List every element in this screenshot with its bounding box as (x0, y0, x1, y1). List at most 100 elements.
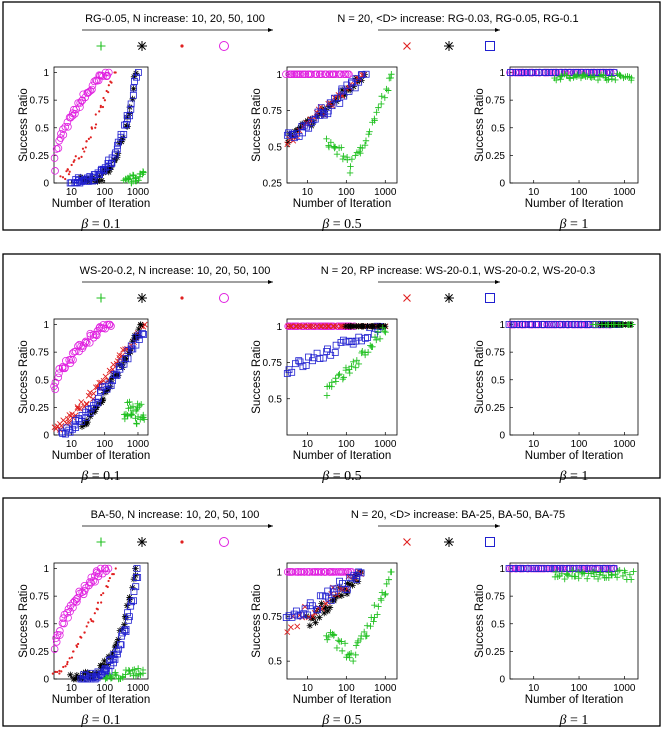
data-point (93, 612, 96, 615)
row-frame (2, 253, 661, 479)
data-point (349, 657, 357, 665)
y-tick-label: 0 (499, 431, 505, 442)
data-point (367, 622, 374, 630)
data-point (71, 650, 75, 653)
data-point (351, 84, 359, 92)
y-tick-label: 0.25 (486, 647, 506, 658)
data-point (318, 600, 325, 607)
data-point (102, 96, 105, 100)
data-point (331, 70, 340, 79)
data-point (332, 593, 339, 601)
data-point (121, 613, 129, 620)
data-point (570, 565, 578, 572)
data-point (59, 131, 68, 139)
data-point (325, 594, 333, 602)
y-axis-label: Success Ratio (18, 584, 30, 658)
right-legend-marker (485, 537, 495, 547)
data-point (558, 321, 566, 328)
data-point (118, 136, 126, 143)
data-point (70, 656, 74, 659)
beta-label: β = 0.5 (321, 469, 361, 484)
data-point (85, 392, 92, 399)
x-tick-label: 10 (528, 683, 540, 694)
data-point (108, 163, 115, 171)
data-point (71, 109, 79, 118)
data-point (297, 124, 304, 131)
left-legend-marker (219, 41, 229, 51)
data-point (338, 638, 345, 645)
data-point (294, 323, 300, 330)
data-point (324, 323, 331, 330)
data-point (352, 364, 359, 371)
data-point (115, 645, 123, 653)
data-point (284, 629, 291, 636)
data-point (379, 324, 386, 332)
y-axis-label: Success Ratio (474, 340, 486, 414)
legend-star-icon (444, 537, 454, 547)
data-point (304, 117, 311, 124)
data-point (527, 69, 535, 76)
data-point (106, 164, 113, 172)
data-point (311, 322, 320, 331)
data-point (371, 117, 378, 124)
data-point (130, 84, 138, 92)
data-point (290, 70, 299, 79)
data-point (285, 129, 292, 137)
x-tick-label: 1000 (374, 439, 397, 450)
data-point (381, 591, 389, 599)
data-point (599, 572, 607, 579)
data-point (326, 604, 334, 611)
data-point (62, 665, 65, 669)
data-point (70, 421, 78, 429)
data-point (329, 630, 336, 638)
left-legend-marker (137, 537, 147, 547)
left-legend-arrowhead (268, 280, 273, 284)
legend-plus-icon (96, 537, 106, 547)
left-legend-marker (180, 296, 184, 300)
data-point (521, 321, 529, 328)
data-point (135, 332, 142, 339)
data-point (112, 370, 120, 378)
data-point (61, 176, 65, 179)
data-point (58, 672, 61, 675)
data-point (103, 385, 111, 393)
data-series (589, 321, 636, 328)
data-point (336, 99, 344, 107)
data-point (130, 77, 138, 85)
right-legend-marker (444, 41, 454, 51)
data-point (567, 321, 575, 328)
data-point (341, 585, 349, 593)
data-point (112, 572, 115, 576)
data-point (97, 388, 104, 396)
right-legend: N = 20, <D> increase: BA-25, BA-50, BA-7… (351, 509, 565, 547)
beta-symbol: β (321, 469, 329, 484)
data-series (507, 69, 618, 76)
x-tick-label: 1000 (374, 683, 397, 694)
data-point (581, 321, 589, 328)
data-point (383, 85, 390, 93)
data-point (96, 608, 99, 611)
data-point (355, 148, 363, 156)
data-point (333, 150, 341, 158)
left-legend-marker (96, 41, 106, 51)
data-point (590, 573, 598, 580)
data-point (621, 569, 629, 576)
data-point (113, 154, 121, 161)
right-legend-marker (403, 42, 411, 50)
legend-square-icon (485, 537, 495, 547)
data-point (348, 156, 356, 163)
legend-star-icon (137, 41, 147, 51)
data-point (328, 99, 336, 107)
data-point (60, 619, 68, 628)
data-point (357, 569, 365, 577)
y-tick-label: 1 (499, 564, 505, 575)
data-point (133, 73, 140, 81)
data-point (324, 107, 332, 115)
data-point (128, 411, 136, 419)
data-point (134, 69, 142, 76)
data-point (382, 590, 389, 597)
legend-square-icon (485, 41, 495, 51)
row-frame (2, 1, 661, 231)
y-tick-label: 0.5 (35, 375, 49, 386)
